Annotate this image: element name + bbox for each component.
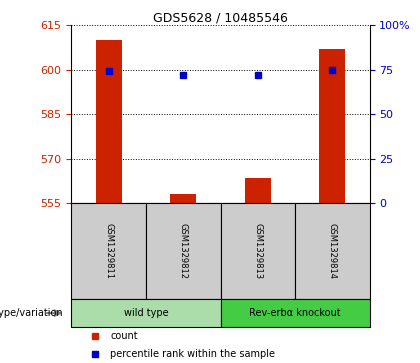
Title: GDS5628 / 10485546: GDS5628 / 10485546 <box>153 11 288 24</box>
Text: percentile rank within the sample: percentile rank within the sample <box>110 349 275 359</box>
Text: GSM1329814: GSM1329814 <box>328 223 337 280</box>
FancyBboxPatch shape <box>71 299 220 327</box>
Text: GSM1329813: GSM1329813 <box>253 223 262 280</box>
Text: GSM1329812: GSM1329812 <box>179 223 188 280</box>
Text: genotype/variation: genotype/variation <box>0 308 63 318</box>
FancyBboxPatch shape <box>220 203 295 299</box>
FancyBboxPatch shape <box>71 203 146 299</box>
Text: wild type: wild type <box>123 308 168 318</box>
Text: count: count <box>110 331 138 341</box>
Text: GSM1329811: GSM1329811 <box>104 223 113 280</box>
FancyBboxPatch shape <box>146 203 220 299</box>
Bar <box>170 194 196 203</box>
FancyBboxPatch shape <box>220 299 370 327</box>
Bar <box>245 178 271 203</box>
Bar <box>319 49 345 203</box>
Bar <box>96 40 122 203</box>
FancyBboxPatch shape <box>295 203 370 299</box>
Text: Rev-erbα knockout: Rev-erbα knockout <box>249 308 341 318</box>
